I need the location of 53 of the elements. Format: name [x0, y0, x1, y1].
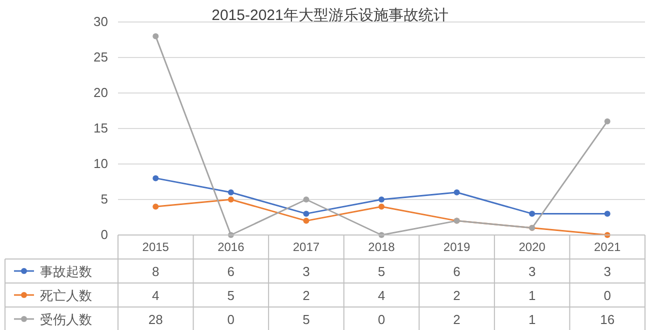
data-label: 5	[227, 288, 235, 303]
data-label: 4	[378, 288, 386, 303]
x-tick-label: 2019	[443, 240, 470, 254]
data-label: 0	[227, 312, 235, 327]
y-tick-label: 25	[94, 50, 108, 64]
x-tick-label: 2015	[142, 240, 170, 254]
data-label: 1	[528, 288, 536, 303]
data-label: 2	[453, 312, 460, 327]
y-tick-label: 10	[94, 156, 108, 171]
data-label: 2	[302, 288, 310, 303]
y-tick-label: 30	[94, 14, 108, 29]
point	[303, 210, 310, 217]
point	[378, 204, 384, 210]
chart-title: 2015-2021年大型游乐设施事故统计	[212, 7, 448, 24]
point	[604, 210, 610, 217]
point	[454, 189, 460, 196]
x-tick-label: 2016	[218, 240, 245, 254]
data-label: 0	[604, 288, 611, 303]
point	[228, 196, 234, 202]
legend-label: 事故起数	[40, 264, 92, 279]
data-label: 16	[600, 312, 615, 327]
legend-label: 死亡人数	[40, 288, 92, 303]
point	[228, 189, 234, 196]
data-label: 3	[302, 264, 310, 279]
data-label: 6	[453, 264, 460, 279]
data-label: 2	[453, 288, 460, 303]
data-label: 3	[528, 264, 536, 279]
x-tick-label: 2017	[292, 240, 320, 254]
point	[152, 175, 159, 182]
data-label: 4	[152, 288, 160, 303]
y-tick-label: 20	[94, 85, 108, 100]
y-tick-label: 15	[94, 120, 108, 136]
x-tick-label: 2021	[594, 240, 622, 254]
data-label: 5	[302, 312, 310, 327]
y-tick-label: 0	[100, 227, 108, 242]
point	[529, 210, 536, 217]
y-tick-label: 5	[100, 192, 108, 206]
data-label: 0	[378, 312, 386, 327]
data-label: 3	[604, 264, 611, 279]
point	[378, 196, 384, 202]
data-label: 1	[528, 312, 536, 327]
data-label: 8	[152, 264, 160, 279]
point	[152, 33, 159, 40]
legend-label: 受伤人数	[40, 312, 92, 327]
x-tick-label: 2020	[518, 240, 546, 254]
data-label: 28	[148, 312, 163, 327]
data-label: 6	[227, 264, 235, 279]
point	[303, 196, 310, 202]
point	[604, 118, 610, 124]
point	[303, 218, 310, 224]
x-tick-label: 2018	[368, 240, 396, 254]
point	[152, 204, 159, 210]
data-label: 5	[378, 264, 386, 279]
